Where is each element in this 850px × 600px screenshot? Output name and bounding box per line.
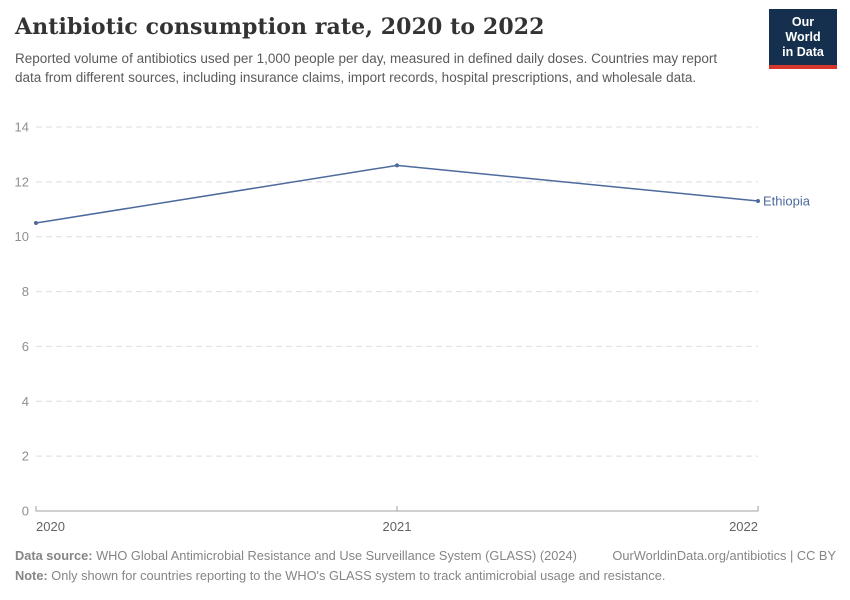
y-tick-label-0: 0 bbox=[22, 504, 29, 519]
data-line-ethiopia[interactable] bbox=[35, 164, 759, 224]
owid-logo-line1: Our World bbox=[785, 15, 821, 44]
y-tick-label-2: 2 bbox=[22, 449, 29, 464]
owid-logo[interactable]: Our World in Data bbox=[769, 9, 837, 69]
data-source-text: Data source: WHO Global Antimicrobial Re… bbox=[15, 546, 577, 566]
chart-title: Antibiotic consumption rate, 2020 to 202… bbox=[15, 14, 545, 40]
y-tick-label-12: 12 bbox=[15, 174, 29, 189]
chart-subtitle: Reported volume of antibiotics used per … bbox=[15, 51, 718, 85]
x-tick-label-2020: 2020 bbox=[36, 519, 65, 534]
chart-footer: Data source: WHO Global Antimicrobial Re… bbox=[15, 546, 836, 586]
x-tick-label-2021: 2021 bbox=[383, 519, 412, 534]
series-end-label-ethiopia[interactable]: Ethiopia bbox=[763, 194, 811, 209]
note-label: Note: bbox=[15, 568, 48, 583]
data-point-ethiopia-2020[interactable] bbox=[34, 221, 38, 225]
x-tick-label-2022: 2022 bbox=[729, 519, 758, 534]
data-source-value: WHO Global Antimicrobial Resistance and … bbox=[92, 548, 577, 563]
data-point-ethiopia-2022[interactable] bbox=[756, 199, 760, 204]
y-tick-label-6: 6 bbox=[22, 339, 29, 354]
owid-logo-line2: in Data bbox=[782, 45, 824, 59]
data-source-label: Data source: bbox=[15, 548, 93, 563]
y-tick-label-4: 4 bbox=[22, 394, 29, 409]
note-value: Only shown for countries reporting to th… bbox=[47, 568, 666, 583]
y-tick-label-8: 8 bbox=[22, 284, 29, 299]
footer-source-row: Data source: WHO Global Antimicrobial Re… bbox=[15, 546, 836, 566]
y-tick-label-14: 14 bbox=[15, 120, 29, 135]
footer-note-row: Note: Only shown for countries reporting… bbox=[15, 566, 836, 586]
y-tick-label-10: 10 bbox=[15, 229, 29, 244]
data-point-ethiopia-2021[interactable] bbox=[395, 163, 399, 168]
chart-header: Antibiotic consumption rate, 2020 to 202… bbox=[15, 14, 760, 87]
owid-citation-link[interactable]: OurWorldinData.org/antibiotics | CC BY bbox=[612, 548, 836, 563]
